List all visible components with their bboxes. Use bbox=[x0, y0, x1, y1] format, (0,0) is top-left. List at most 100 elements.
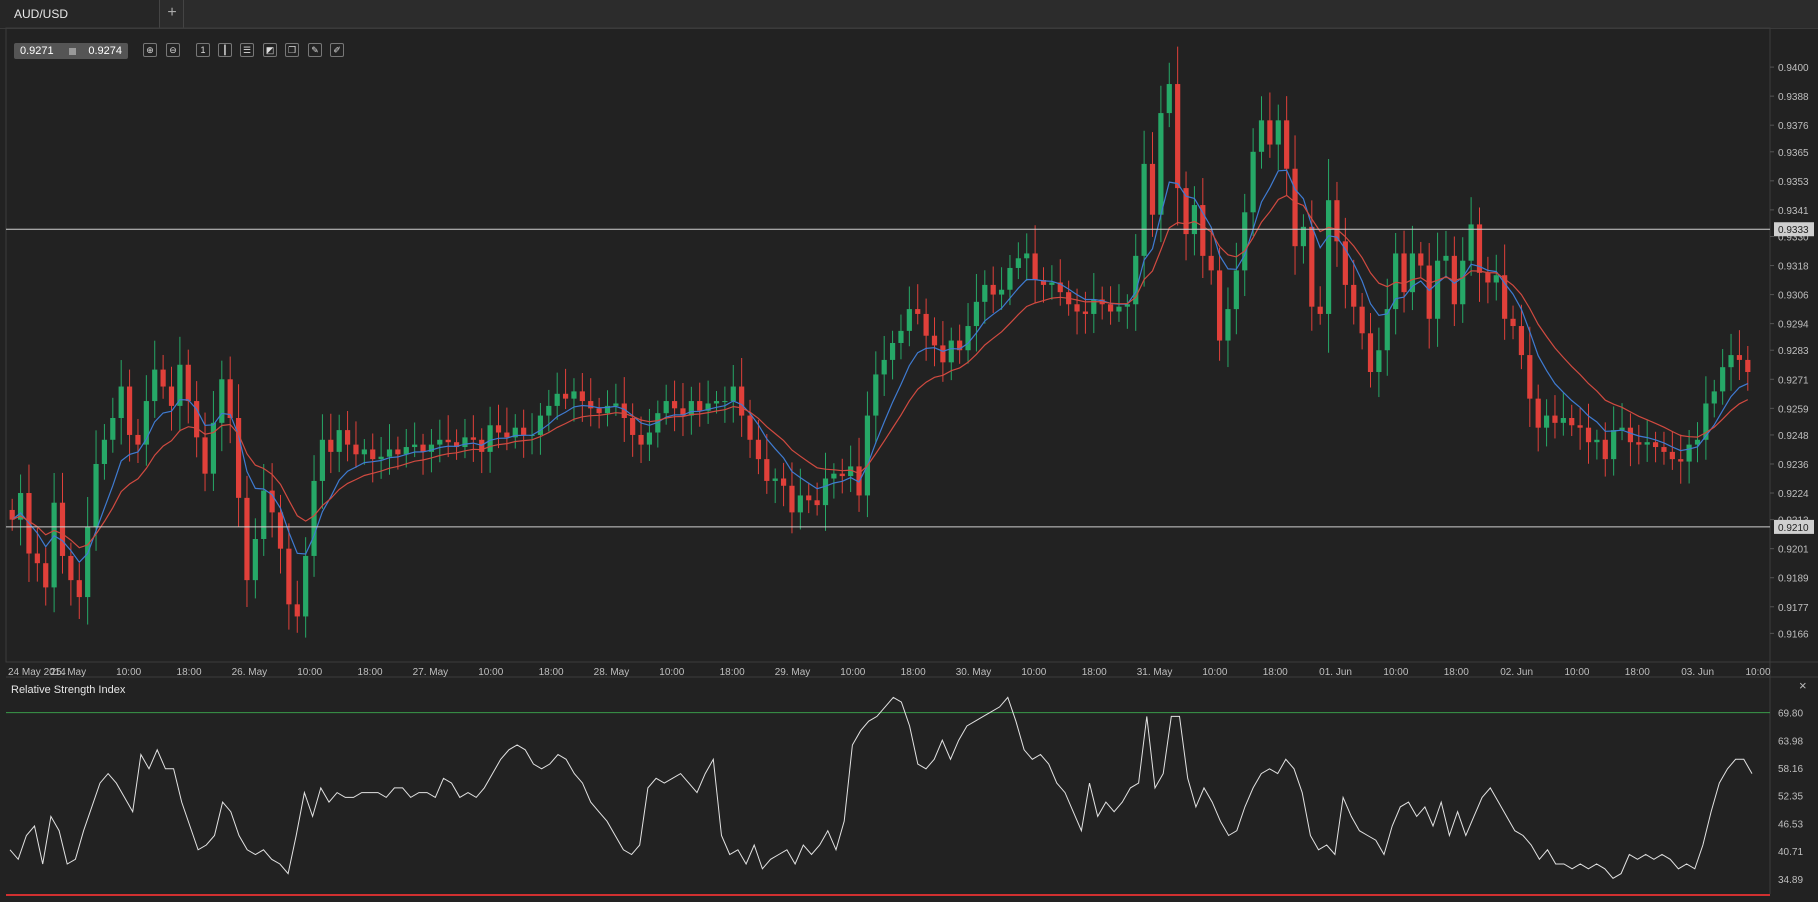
candle-body bbox=[244, 497, 250, 581]
x-tick-label: 18:00 bbox=[1444, 667, 1469, 678]
candle-body bbox=[1510, 318, 1516, 327]
x-tick-label: 02. Jun bbox=[1500, 667, 1533, 678]
price-panel-frame bbox=[5, 27, 1771, 663]
candle-body bbox=[1652, 442, 1659, 448]
candle-body bbox=[277, 512, 284, 549]
candle-body bbox=[898, 330, 904, 343]
candle-body bbox=[931, 335, 938, 346]
x-tick-label: 25. May bbox=[51, 667, 87, 678]
candle-body bbox=[1267, 120, 1273, 145]
candle-body bbox=[1284, 120, 1290, 169]
timeframe-icon[interactable]: 1 bbox=[196, 43, 210, 57]
y-tick-label: 0.9376 bbox=[1778, 121, 1809, 132]
candle-body bbox=[554, 393, 560, 406]
candle-body bbox=[219, 379, 225, 423]
candle-body bbox=[286, 548, 292, 605]
candle-body bbox=[973, 301, 980, 327]
candles-icon[interactable]: ┃ bbox=[218, 43, 232, 57]
candle-body bbox=[9, 509, 15, 520]
x-tick-label: 10:00 bbox=[1021, 667, 1046, 678]
candle-body bbox=[1133, 255, 1139, 305]
candle-body bbox=[1384, 309, 1390, 351]
candle-body bbox=[1024, 253, 1030, 259]
candle-body bbox=[1745, 359, 1751, 373]
chart-type-icon[interactable]: ◩ bbox=[263, 43, 277, 57]
candle-body bbox=[722, 401, 728, 403]
x-tick-label: 01. Jun bbox=[1319, 667, 1352, 678]
candle-body bbox=[51, 502, 57, 588]
candle-body bbox=[1602, 439, 1608, 460]
candle-body bbox=[739, 386, 745, 416]
x-tick-label: 18:00 bbox=[177, 667, 202, 678]
rsi-tick-label: 58.16 bbox=[1778, 764, 1803, 775]
candle-body bbox=[76, 580, 82, 598]
candle-body bbox=[1275, 120, 1281, 145]
candle-body bbox=[227, 379, 233, 418]
price-tag bbox=[1774, 519, 1814, 534]
candle-body bbox=[873, 374, 879, 416]
indicators-icon[interactable]: ☰ bbox=[240, 43, 254, 57]
candle-body bbox=[982, 284, 988, 302]
candle-body bbox=[806, 495, 812, 501]
candle-body bbox=[512, 427, 518, 438]
candle-body bbox=[143, 401, 149, 445]
rsi-title: Relative Strength Index bbox=[11, 684, 126, 696]
ema-slow-line bbox=[11, 194, 1749, 549]
candle-body bbox=[1074, 304, 1080, 312]
x-tick-label: 10:00 bbox=[659, 667, 684, 678]
candle-body bbox=[1342, 241, 1348, 285]
candle-body bbox=[848, 466, 854, 477]
candle-body bbox=[1116, 306, 1122, 312]
candle-body bbox=[269, 490, 275, 513]
candle-body bbox=[1334, 200, 1340, 242]
x-tick-label: 18:00 bbox=[358, 667, 383, 678]
candle-body bbox=[1082, 311, 1089, 314]
candle-body bbox=[1225, 309, 1231, 341]
candle-body bbox=[1527, 355, 1533, 399]
candle-body bbox=[1309, 226, 1315, 307]
candle-body bbox=[822, 478, 829, 506]
candle-body bbox=[1007, 267, 1013, 290]
candle-body bbox=[462, 437, 468, 448]
y-tick-label: 0.9166 bbox=[1778, 629, 1809, 640]
x-tick-label: 10:00 bbox=[840, 667, 865, 678]
edit-icon[interactable]: ✎ bbox=[308, 43, 322, 57]
candle-body bbox=[705, 403, 711, 411]
candle-body bbox=[1636, 442, 1642, 445]
x-tick-label: 28. May bbox=[594, 667, 630, 678]
ema-fast-line bbox=[11, 169, 1749, 564]
candle-body bbox=[1216, 270, 1223, 341]
candle-body bbox=[1325, 200, 1332, 314]
candle-body bbox=[906, 309, 912, 331]
close-icon[interactable]: × bbox=[1799, 678, 1807, 693]
draw-icon[interactable]: ✐ bbox=[330, 43, 344, 57]
zoom-out-icon[interactable]: ⊖ bbox=[166, 43, 180, 57]
candle-body bbox=[1619, 427, 1625, 431]
layers-icon[interactable]: ❐ bbox=[285, 43, 299, 57]
candle-body bbox=[923, 313, 929, 336]
candle-body bbox=[311, 480, 317, 556]
candle-body bbox=[1493, 275, 1499, 283]
candle-body bbox=[948, 340, 954, 363]
candle-body bbox=[1560, 418, 1566, 423]
x-tick-label: 29. May bbox=[775, 667, 811, 678]
candle-body bbox=[1409, 253, 1416, 293]
candle-body bbox=[579, 391, 585, 402]
candle-body bbox=[403, 447, 409, 455]
rsi-tick-label: 69.80 bbox=[1778, 709, 1803, 720]
candle-body bbox=[789, 485, 795, 513]
candle-body bbox=[1476, 224, 1483, 273]
add-tab-button[interactable]: + bbox=[161, 0, 184, 28]
tab-audusd[interactable]: AUD/USD bbox=[0, 0, 160, 28]
candle-body bbox=[118, 386, 124, 418]
candle-body bbox=[110, 418, 116, 440]
candle-body bbox=[604, 405, 611, 414]
candle-body bbox=[1468, 224, 1474, 261]
x-tick-label: 10:00 bbox=[1383, 667, 1408, 678]
x-tick-label: 18:00 bbox=[901, 667, 926, 678]
x-tick-label: 10:00 bbox=[478, 667, 503, 678]
rsi-tick-label: 46.53 bbox=[1778, 819, 1803, 830]
rsi-tick-label: 52.35 bbox=[1778, 792, 1803, 803]
zoom-in-icon[interactable]: ⊕ bbox=[143, 43, 157, 57]
